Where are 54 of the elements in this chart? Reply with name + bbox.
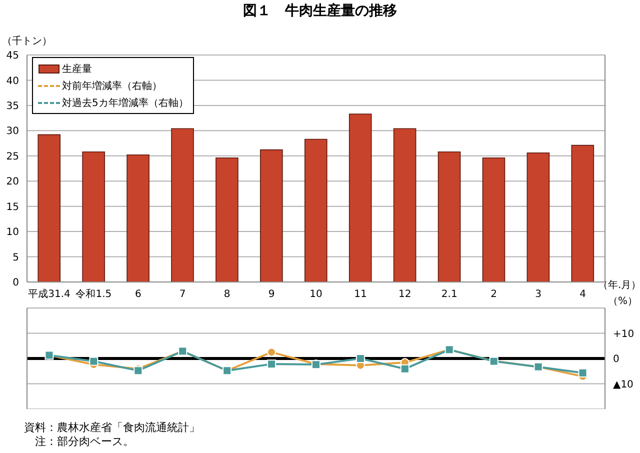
y-tick-label: 25 bbox=[6, 151, 19, 162]
x-tick-label: 12 bbox=[398, 289, 412, 300]
legend-label: 生産量 bbox=[62, 62, 92, 76]
point bbox=[400, 364, 410, 374]
x-tick-label: 8 bbox=[224, 289, 230, 300]
x-tick-label: 2.1 bbox=[441, 289, 458, 300]
x-tick-label: 6 bbox=[134, 289, 142, 300]
bar bbox=[260, 149, 283, 282]
x-tick-label: 2 bbox=[490, 289, 498, 300]
legend-label: 対前年増減率（右軸） bbox=[62, 80, 162, 92]
point bbox=[89, 356, 98, 366]
legend-label: 対過去5カ年増減率（右軸） bbox=[62, 96, 188, 110]
y-axis-title: （千トン） bbox=[2, 34, 52, 48]
bar bbox=[126, 154, 150, 282]
x-tick-label: 平成31.4 bbox=[28, 288, 70, 300]
x-tick-label: 3 bbox=[535, 289, 542, 300]
y-tick-label: 40 bbox=[6, 76, 19, 87]
bar bbox=[438, 151, 461, 282]
bar bbox=[38, 134, 61, 282]
y-tick-label: 35 bbox=[6, 100, 19, 112]
x-tick-label: 令和1.5 bbox=[76, 288, 112, 300]
bar bbox=[526, 152, 550, 282]
x-axis-title: （年.月） bbox=[598, 279, 640, 292]
bar bbox=[304, 138, 328, 282]
y-tick-label: +10 bbox=[613, 328, 634, 340]
y-tick-label: 15 bbox=[6, 202, 19, 213]
y-tick-label: 20 bbox=[6, 176, 19, 188]
x-tick-label: 9 bbox=[268, 289, 275, 300]
y-tick-label: 0 bbox=[613, 354, 620, 366]
x-tick-label: 7 bbox=[179, 289, 186, 300]
y-tick-label: ▲10 bbox=[613, 379, 634, 390]
y-tick-label: 5 bbox=[12, 252, 19, 264]
bar bbox=[216, 158, 238, 282]
bar bbox=[571, 144, 594, 282]
bar bbox=[171, 128, 194, 282]
x-tick-label: 4 bbox=[580, 289, 586, 300]
point bbox=[267, 348, 276, 357]
bar bbox=[82, 151, 105, 282]
text: 資料：農林水産省「食肉流通統計」 bbox=[24, 421, 200, 435]
y-axis-title: （%） bbox=[608, 295, 638, 308]
point bbox=[578, 368, 588, 378]
y-tick-label: 10 bbox=[6, 227, 19, 238]
point bbox=[267, 360, 276, 369]
y-tick-label: 45 bbox=[6, 50, 19, 62]
chart-title: 図１ 牛肉生産量の推移 bbox=[242, 2, 398, 20]
bar bbox=[348, 114, 372, 282]
text: 注：部分肉ベース。 bbox=[34, 435, 135, 449]
point bbox=[356, 354, 365, 363]
x-tick-label: 11 bbox=[354, 289, 367, 300]
x-tick-label: 10 bbox=[310, 289, 322, 300]
bar bbox=[393, 128, 416, 282]
y-tick-label: 30 bbox=[6, 126, 19, 138]
y-tick-label: 0 bbox=[12, 278, 19, 289]
bar bbox=[482, 158, 506, 282]
